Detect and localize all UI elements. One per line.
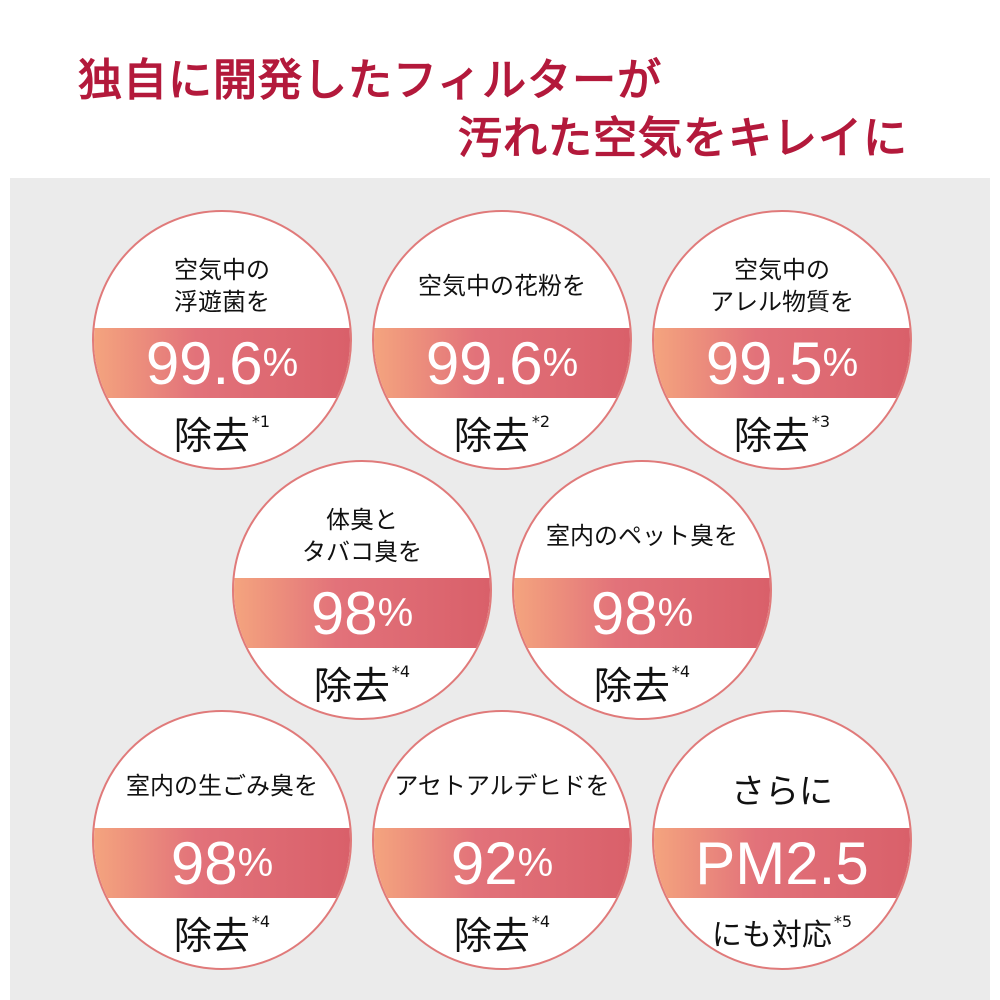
result-label: 除去 *4 [374, 904, 630, 960]
footnote-marker: *3 [811, 412, 831, 431]
result-label: 除去 *4 [94, 904, 350, 960]
feature-description: 空気中の 浮遊菌を [94, 246, 350, 326]
feature-circle: さらに PM2.5 にも対応 *5 [652, 710, 912, 970]
removal-value: 98 [170, 829, 238, 897]
description-line: アレル物質を [710, 288, 854, 316]
result-text: 除去 [173, 413, 250, 458]
removal-value: 99.6 [145, 329, 263, 397]
feature-circle: 空気中の花粉を 99.6% 除去 *2 [372, 210, 632, 470]
result-text: 除去 [453, 913, 530, 958]
footnote-marker: *5 [833, 912, 853, 931]
percentage-band: 92% [374, 828, 630, 898]
footnote-marker: *1 [251, 412, 271, 431]
removal-value: PM2.5 [695, 829, 869, 897]
removal-value: 99.6 [425, 329, 543, 397]
removal-value: 98 [590, 579, 658, 647]
feature-circle: 空気中の アレル物質を 99.5% 除去 *3 [652, 210, 912, 470]
feature-description: 体臭と タバコ臭を [234, 496, 490, 576]
footnote-marker: *2 [531, 412, 551, 431]
removal-value: 99.5 [705, 329, 823, 397]
result-text: にも対応 [711, 918, 832, 953]
unit: % [657, 590, 694, 635]
description-line: さらに [731, 772, 833, 812]
headline-line-2: 汚れた空気をキレイに [458, 113, 908, 164]
footnote-marker: *4 [531, 912, 551, 931]
percentage-band: 99.5% [654, 328, 910, 398]
footnote-marker: *4 [251, 912, 271, 931]
removal-value: 98 [310, 579, 378, 647]
feature-description: 空気中のアレル物質を [654, 246, 910, 326]
unit: % [542, 340, 579, 385]
result-label: 除去 *2 [374, 404, 630, 460]
description-line: 室内のペット臭を [546, 522, 738, 550]
percentage-band: 98% [94, 828, 350, 898]
result-label: 除去 *4 [514, 654, 770, 710]
feature-description: 室内の生ごみ臭を [94, 746, 350, 826]
feature-circle: 空気中の 浮遊菌を 99.6% 除去 *1 [92, 210, 352, 470]
result-label: 除去 *1 [94, 404, 350, 460]
percentage-band: 98% [234, 578, 490, 648]
description-line: 空気中の [734, 256, 830, 284]
description-line: 空気中の花粉を [418, 272, 586, 300]
percentage-band: 99.6% [374, 328, 630, 398]
description-line: 空気中の [174, 256, 270, 284]
description-line: 室内の生ごみ臭を [126, 772, 318, 800]
unit: % [262, 340, 299, 385]
unit: % [517, 840, 554, 885]
description-line: アセトアルデヒドを [394, 772, 610, 800]
footnote-marker: *4 [391, 662, 411, 681]
result-label: 除去 *3 [654, 404, 910, 460]
description-line: 体臭と [326, 506, 398, 534]
unit: % [377, 590, 414, 635]
result-text: 除去 [453, 413, 530, 458]
feature-description: 室内のペット臭を [514, 496, 770, 576]
unit: % [822, 340, 859, 385]
result-text: 除去 [173, 913, 250, 958]
result-text: 除去 [593, 663, 670, 708]
unit: % [237, 840, 274, 885]
description-line: タバコ臭を [302, 538, 422, 566]
percentage-band: 99.6% [94, 328, 350, 398]
removal-value: 92 [450, 829, 518, 897]
feature-description: アセトアルデヒドを [374, 746, 630, 826]
feature-circle: アセトアルデヒドを 92% 除去 *4 [372, 710, 632, 970]
feature-description: さらに [654, 752, 910, 832]
result-label: 除去 *4 [234, 654, 490, 710]
percentage-band: 98% [514, 578, 770, 648]
result-text: 除去 [313, 663, 390, 708]
feature-description: 空気中の花粉を [374, 246, 630, 326]
feature-circle: 室内のペット臭を 98% 除去 *4 [512, 460, 772, 720]
feature-circle: 体臭と タバコ臭を 98% 除去 *4 [232, 460, 492, 720]
footnote-marker: *4 [671, 662, 691, 681]
feature-circle: 室内の生ごみ臭を 98% 除去 *4 [92, 710, 352, 970]
result-label: にも対応 *5 [654, 904, 910, 960]
headline-line-1: 独自に開発したフィルターが [78, 55, 663, 106]
percentage-band: PM2.5 [654, 828, 910, 898]
result-text: 除去 [733, 413, 810, 458]
description-line: 浮遊菌を [174, 288, 270, 316]
